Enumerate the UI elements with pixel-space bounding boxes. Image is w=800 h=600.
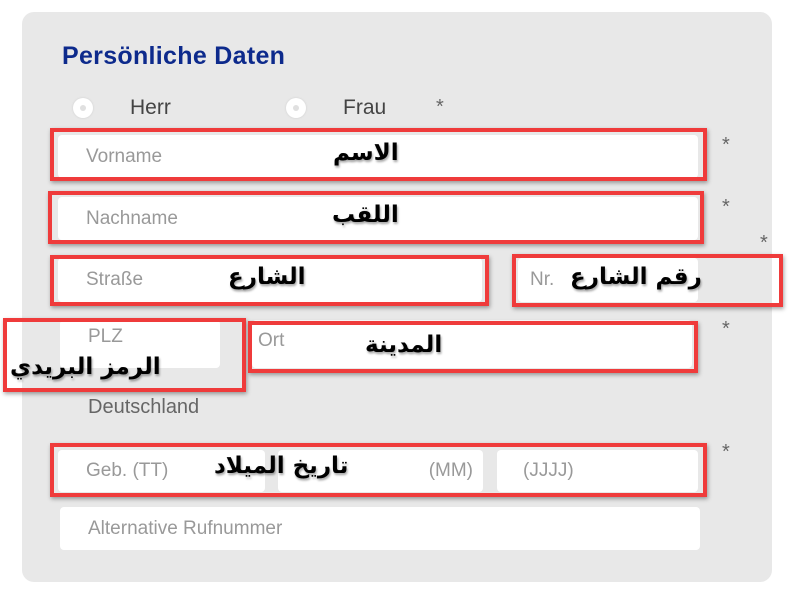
strasse-placeholder: Straße [86, 269, 144, 290]
highlight-box [48, 191, 704, 244]
strasse-annotation: الشارع [228, 264, 306, 290]
required-mark: * [436, 96, 444, 118]
highlight-box [3, 318, 246, 392]
geb-tt-placeholder: Geb. (TT) [86, 460, 169, 481]
nachname-placeholder: Nachname [86, 207, 178, 229]
vorname-annotation: الاسم [333, 140, 399, 166]
required-mark: * [722, 441, 730, 463]
geb-jjjj-placeholder: (JJJJ) [523, 460, 574, 481]
geb-mm-placeholder: (MM) [428, 460, 473, 481]
alt-phone-placeholder: Alternative Rufnummer [88, 517, 283, 539]
country-select[interactable]: Deutschland [88, 396, 200, 418]
nr-annotation: رقم الشارع [570, 264, 702, 290]
highlight-box [50, 255, 489, 306]
required-mark: * [722, 318, 730, 340]
geb-annotation: تاريخ الميلاد [214, 453, 349, 479]
ort-annotation: المدينة [365, 332, 443, 358]
plz-annotation: الرمز البريدي [10, 354, 161, 380]
vorname-placeholder: Vorname [86, 145, 163, 167]
nachname-annotation: اللقب [332, 202, 399, 228]
radio-herr[interactable] [73, 98, 93, 118]
highlight-box [50, 128, 707, 181]
geb-tt-input[interactable]: Geb. (TT) [58, 450, 265, 492]
highlight-box [50, 443, 707, 497]
highlight-box [248, 321, 698, 373]
required-mark: * [722, 196, 730, 218]
radio-frau[interactable] [286, 98, 306, 118]
strasse-input[interactable]: Straße [58, 258, 482, 302]
alt-phone-input[interactable]: Alternative Rufnummer [60, 507, 700, 550]
required-mark: * [722, 134, 730, 156]
ort-input[interactable]: Ort [252, 320, 692, 368]
plz-placeholder: PLZ [88, 326, 123, 347]
required-mark: * [760, 232, 768, 254]
geb-mm-input[interactable]: (MM) [278, 450, 483, 492]
nr-input[interactable]: Nr. [518, 258, 698, 302]
radio-herr-label: Herr [130, 96, 171, 119]
geb-jjjj-input[interactable]: (JJJJ) [497, 450, 698, 492]
nachname-input[interactable]: Nachname [58, 197, 698, 240]
vorname-input[interactable]: Vorname [58, 135, 698, 178]
ort-placeholder: Ort [258, 330, 285, 351]
section-title: Persönliche Daten [62, 42, 286, 70]
radio-frau-label: Frau [343, 96, 387, 119]
highlight-box [512, 254, 783, 307]
nr-placeholder: Nr. [530, 269, 555, 290]
plz-input[interactable]: PLZ [60, 320, 220, 368]
